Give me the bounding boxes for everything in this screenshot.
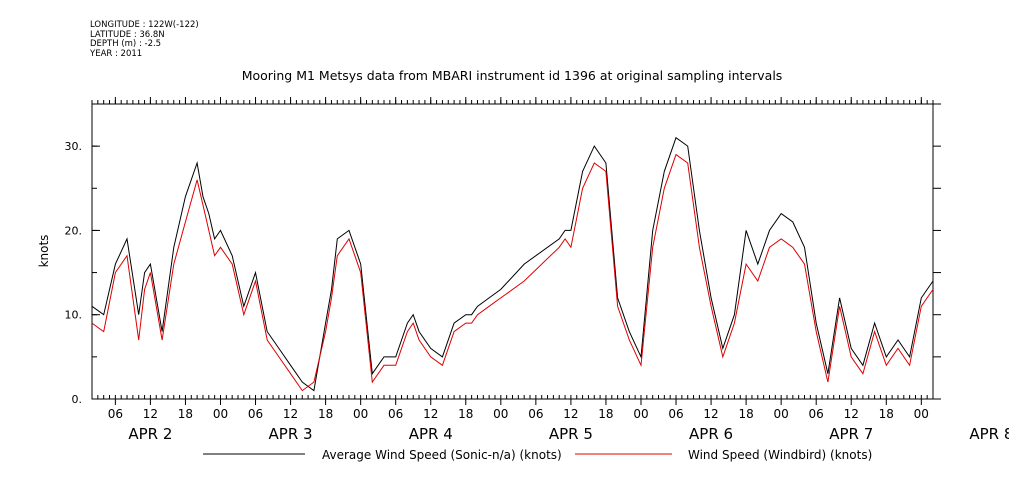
x-day-label: APR 3 <box>269 425 313 443</box>
x-tick-label: 18 <box>879 407 894 421</box>
legend-label-average: Average Wind Speed (Sonic-n/a) (knots) <box>322 448 562 462</box>
metadata-block: LONGITUDE : 122W(-122) LATITUDE : 36.8N … <box>90 20 199 59</box>
x-tick-label: 06 <box>809 407 824 421</box>
x-day-label: APR 5 <box>549 425 593 443</box>
series-line-1 <box>91 153 934 392</box>
x-tick-label: 06 <box>528 407 543 421</box>
x-tick-label: 18 <box>178 407 193 421</box>
meta-year: YEAR : 2011 <box>90 48 143 59</box>
series-line-0 <box>91 136 934 392</box>
meta-latitude: LATITUDE : 36.8N <box>90 29 165 40</box>
chart-title: Mooring M1 Metsys data from MBARI instru… <box>242 68 783 83</box>
x-tick-label: 12 <box>844 407 859 421</box>
legend: Average Wind Speed (Sonic-n/a) (knots) W… <box>203 448 872 462</box>
x-tick-label: 06 <box>248 407 263 421</box>
legend-label-windbird: Wind Speed (Windbird) (knots) <box>688 448 872 462</box>
y-tick-label: 20. <box>65 224 83 237</box>
x-tick-label: 12 <box>283 407 298 421</box>
series-layer <box>91 136 934 392</box>
x-tick-label: 12 <box>423 407 438 421</box>
x-day-label: APR 6 <box>689 425 733 443</box>
y-tick-label: 30. <box>65 140 83 153</box>
x-tick-label: 06 <box>108 407 123 421</box>
x-tick-label: 00 <box>493 407 508 421</box>
x-tick-label: 00 <box>213 407 228 421</box>
x-tick-label: 12 <box>703 407 718 421</box>
x-day-label: APR 4 <box>409 425 453 443</box>
x-tick-label: 18 <box>318 407 333 421</box>
x-tick-label: 06 <box>668 407 683 421</box>
x-tick-label: 12 <box>563 407 578 421</box>
x-day-label: APR 7 <box>829 425 873 443</box>
x-day-label: APR 8 <box>969 425 1009 443</box>
x-tick-label: 00 <box>353 407 368 421</box>
x-tick-label: 12 <box>143 407 158 421</box>
meta-longitude: LONGITUDE : 122W(-122) <box>90 20 199 30</box>
y-tick-label: 0. <box>72 393 83 406</box>
axes-group: 06 12 18 00 06 12 18 00 06 12 18 00 06 12 18 00 06 12 18 00… <box>65 97 1009 443</box>
x-tick-label: 00 <box>774 407 789 421</box>
x-tick-label: 06 <box>388 407 403 421</box>
x-tick-label: 18 <box>738 407 753 421</box>
x-day-label: APR 2 <box>128 425 172 443</box>
x-tick-label: 18 <box>598 407 613 421</box>
y-tick-label: 10. <box>65 309 83 322</box>
x-tick-label: 00 <box>914 407 929 421</box>
y-axis-label: knots <box>37 235 51 268</box>
meta-depth: DEPTH (m) : -2.5 <box>90 39 162 49</box>
x-tick-label: 00 <box>633 407 648 421</box>
x-tick-label: 18 <box>458 407 473 421</box>
